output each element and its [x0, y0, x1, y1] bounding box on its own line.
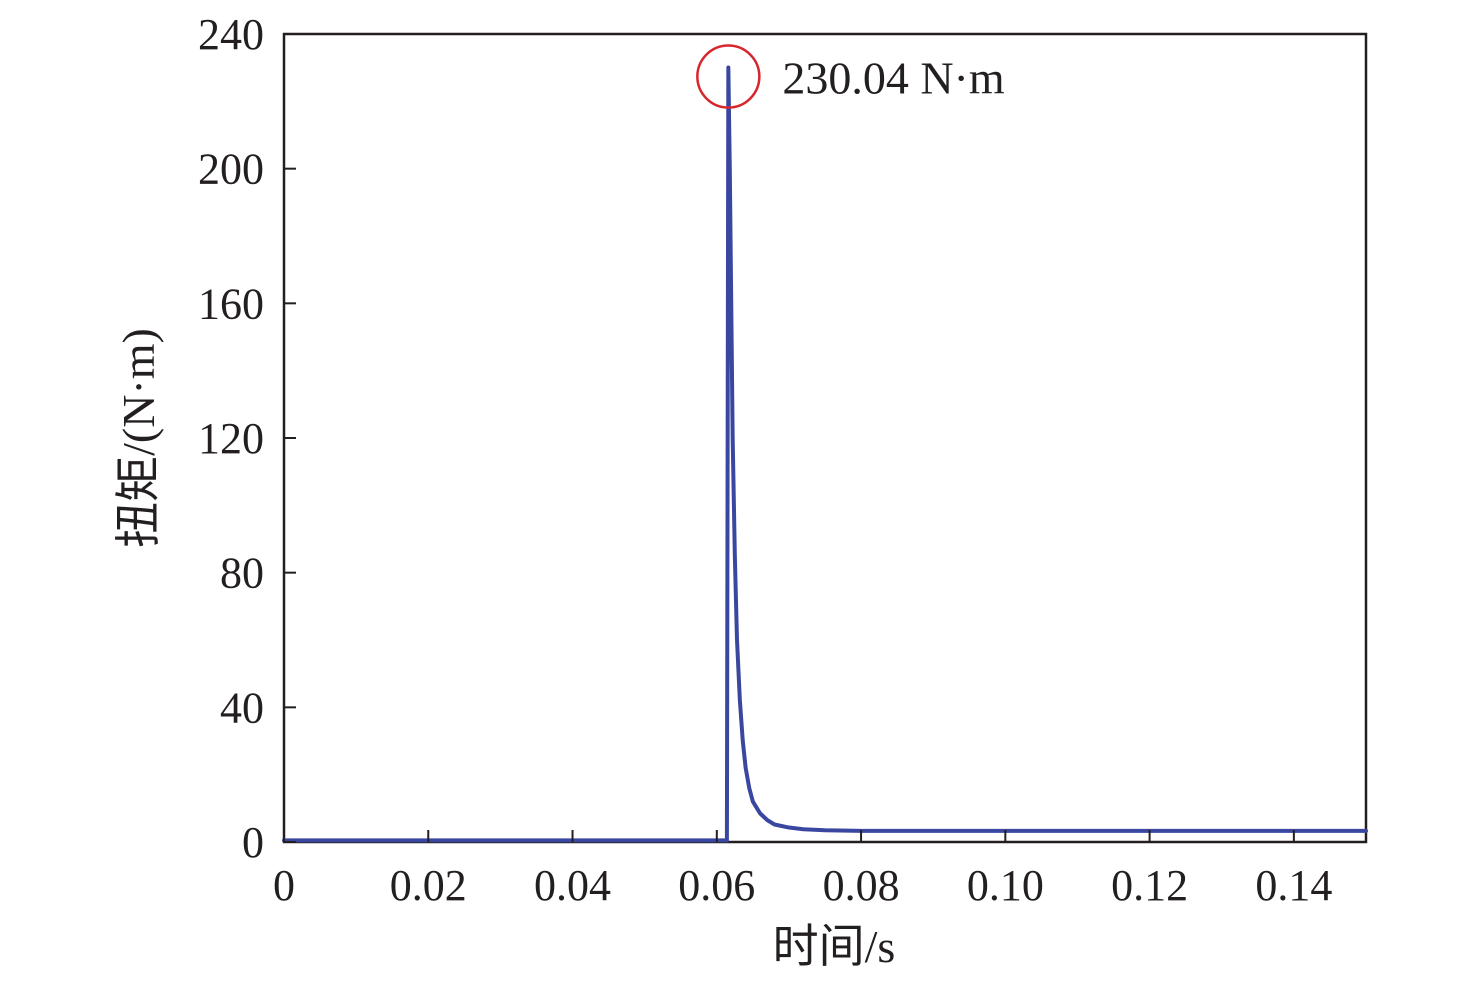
y-tick-label: 200: [198, 145, 264, 194]
x-tick-label: 0.10: [967, 861, 1044, 910]
y-axis-title: 扭矩/(N·m): [113, 328, 164, 548]
x-tick-label: 0.02: [390, 861, 467, 910]
x-tick-label: 0.14: [1255, 861, 1332, 910]
y-tick-label: 160: [198, 279, 264, 328]
x-tick-label: 0.12: [1111, 861, 1188, 910]
x-tick-label: 0.08: [823, 861, 900, 910]
x-tick-label: 0.06: [678, 861, 755, 910]
peak-marker-circle: [696, 44, 761, 109]
y-tick-label: 40: [220, 683, 264, 732]
y-tick-label: 0: [242, 818, 264, 867]
y-tick-label: 80: [220, 549, 264, 598]
peak-value-label: 230.04 N·m: [782, 53, 1005, 104]
x-tick-label: 0.04: [534, 861, 611, 910]
x-tick-label: 0: [273, 861, 295, 910]
y-tick-label: 240: [198, 10, 264, 59]
y-tick-label: 120: [198, 414, 264, 463]
torque-series-line: [282, 65, 1368, 843]
x-axis-title: 时间/s: [773, 921, 896, 972]
plot-frame: [282, 32, 1368, 844]
